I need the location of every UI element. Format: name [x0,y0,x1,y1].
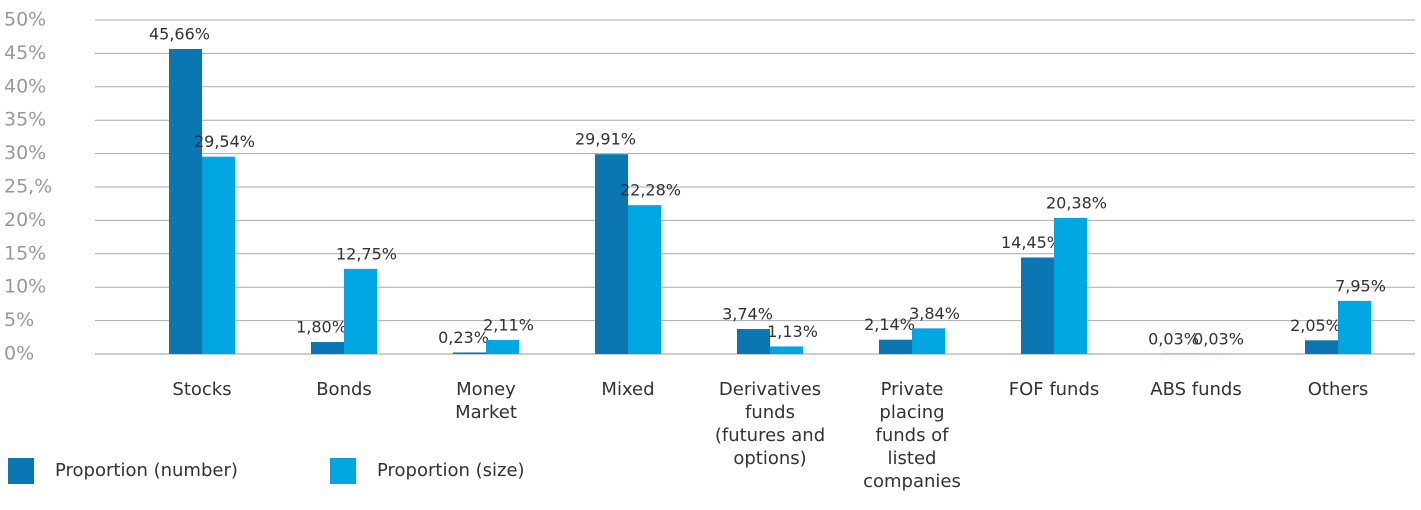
data-label: 2,05% [1290,316,1341,335]
data-label: 45,66% [149,24,210,43]
data-label: 1,80% [296,317,347,336]
x-tick-label: Private placing funds of listed companie… [863,379,961,492]
bar [202,156,235,354]
y-tick-label: 0% [4,343,34,365]
bar [912,328,945,354]
x-tick-label: Stocks [172,379,232,400]
bar [1021,257,1054,354]
y-tick-label: 5% [4,309,34,331]
bar [453,352,486,354]
bar [770,346,803,354]
y-tick-label: 10% [4,276,46,298]
legend-swatch [8,458,34,484]
data-label: 1,13% [767,322,818,341]
legend-label: Proportion (size) [377,460,525,481]
data-label: 0,03% [1193,329,1244,348]
y-tick-label: 25,% [4,176,52,198]
data-label: 3,74% [722,305,773,324]
data-label: 12,75% [336,244,397,263]
x-tick-label: Money Market [455,379,517,423]
data-label: 3,84% [909,304,960,323]
y-tick-label: 35% [4,109,46,131]
bar [879,339,912,354]
x-tick-label: Bonds [316,379,372,400]
bar [1305,340,1338,354]
data-label: 29,91% [575,130,636,149]
bar [311,341,344,354]
y-tick-label: 30% [4,142,46,164]
y-tick-label: 40% [4,75,46,97]
bar [1338,300,1371,354]
data-label: 2,14% [864,315,915,334]
legend-label: Proportion (number) [55,460,238,481]
y-tick-label: 50% [4,9,46,31]
bar [486,339,519,354]
x-tick-label: ABS funds [1150,379,1242,400]
data-label: 7,95% [1335,276,1386,295]
data-label: 2,11% [483,315,534,334]
data-label: 22,28% [620,181,681,200]
bar [169,48,202,354]
y-tick-label: 45% [4,42,46,64]
y-tick-label: 15% [4,242,46,264]
x-tick-label: Others [1307,379,1369,400]
bar [344,268,377,354]
y-tick-label: 20% [4,209,46,231]
bar [737,329,770,354]
data-label: 14,45% [1001,233,1062,252]
x-tick-label: Derivatives funds (futures and options) [714,379,826,469]
bar [628,205,661,354]
data-label: 29,54% [194,132,255,151]
x-tick-label: FOF funds [1008,379,1100,400]
data-label: 20,38% [1046,193,1107,212]
legend-swatch [330,458,356,484]
x-tick-label: Mixed [601,379,655,400]
bar [595,154,628,354]
data-label: 0,23% [438,328,489,347]
data-label: 0,03% [1148,329,1199,348]
bar [1054,217,1087,354]
